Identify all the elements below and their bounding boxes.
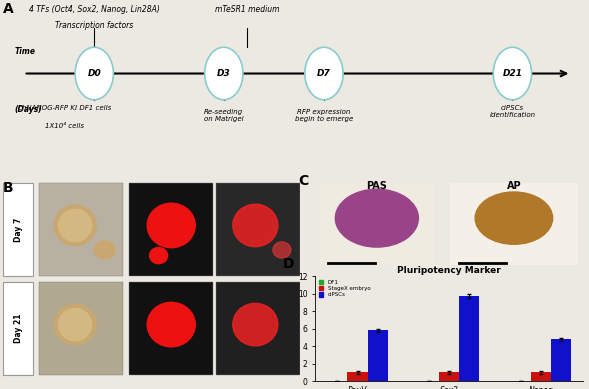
Text: D0: D0: [87, 69, 101, 78]
FancyBboxPatch shape: [39, 183, 123, 276]
Text: mTeSR1 medium: mTeSR1 medium: [215, 5, 280, 14]
Text: B: B: [3, 181, 14, 195]
Bar: [368, 331, 388, 381]
FancyBboxPatch shape: [216, 183, 300, 276]
Text: Re-seeding
on Matrigel: Re-seeding on Matrigel: [204, 109, 244, 122]
Text: chNANOG-RFP KI DF1 cells: chNANOG-RFP KI DF1 cells: [18, 105, 111, 111]
Text: D21: D21: [502, 69, 522, 78]
Text: RFP expression
begin to emerge: RFP expression begin to emerge: [295, 109, 353, 122]
Text: C: C: [298, 174, 308, 188]
Bar: [459, 296, 479, 381]
FancyBboxPatch shape: [39, 282, 123, 375]
Text: 1X10⁴ cells: 1X10⁴ cells: [45, 123, 84, 128]
Ellipse shape: [58, 308, 92, 341]
Ellipse shape: [273, 242, 291, 258]
FancyBboxPatch shape: [129, 282, 213, 375]
Text: 4 TFs (Oct4, Sox2, Nanog, Lin28A): 4 TFs (Oct4, Sox2, Nanog, Lin28A): [29, 5, 160, 14]
Bar: [348, 373, 368, 381]
Text: D: D: [283, 257, 294, 271]
Ellipse shape: [305, 47, 343, 100]
Text: PAS: PAS: [366, 181, 388, 191]
Bar: [551, 339, 571, 381]
Ellipse shape: [94, 241, 115, 259]
Text: D3: D3: [217, 69, 231, 78]
Text: D7: D7: [317, 69, 331, 78]
Text: Time: Time: [15, 47, 36, 56]
Ellipse shape: [335, 189, 418, 247]
Ellipse shape: [475, 192, 552, 244]
FancyBboxPatch shape: [129, 183, 213, 276]
Ellipse shape: [233, 303, 278, 346]
Ellipse shape: [54, 304, 96, 345]
FancyBboxPatch shape: [3, 183, 33, 276]
Bar: [531, 373, 551, 381]
Title: Pluripotency Marker: Pluripotency Marker: [397, 266, 501, 275]
Ellipse shape: [54, 205, 96, 246]
FancyBboxPatch shape: [3, 282, 33, 375]
Ellipse shape: [233, 204, 278, 247]
Ellipse shape: [58, 209, 92, 242]
Ellipse shape: [493, 47, 531, 100]
Ellipse shape: [147, 203, 196, 248]
FancyBboxPatch shape: [216, 282, 300, 375]
Legend: DF1, StageX embryo, ciPSCs: DF1, StageX embryo, ciPSCs: [318, 279, 372, 299]
Ellipse shape: [150, 247, 168, 264]
Text: A: A: [3, 2, 14, 16]
Bar: [439, 373, 459, 381]
Text: Transcription factors: Transcription factors: [55, 21, 133, 30]
Text: AP: AP: [507, 181, 521, 191]
Text: (Days): (Days): [15, 105, 42, 114]
Ellipse shape: [147, 302, 196, 347]
Ellipse shape: [205, 47, 243, 100]
Text: Day 21: Day 21: [14, 314, 22, 343]
FancyBboxPatch shape: [450, 183, 578, 265]
FancyBboxPatch shape: [320, 183, 434, 265]
Text: ciPSCs
identification: ciPSCs identification: [489, 105, 535, 118]
Text: Day 7: Day 7: [14, 217, 22, 242]
Ellipse shape: [75, 47, 113, 100]
